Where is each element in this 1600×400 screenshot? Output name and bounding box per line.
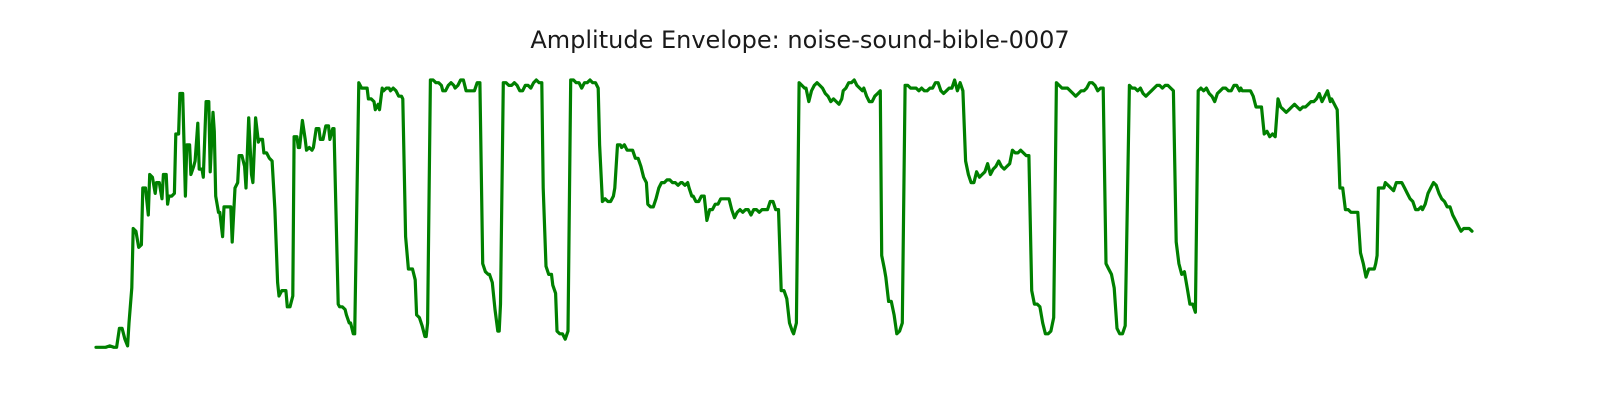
chart-title: Amplitude Envelope: noise-sound-bible-00… xyxy=(530,26,1070,54)
plot-area xyxy=(94,78,1474,349)
series-line-amplitude-envelope xyxy=(94,78,1474,349)
